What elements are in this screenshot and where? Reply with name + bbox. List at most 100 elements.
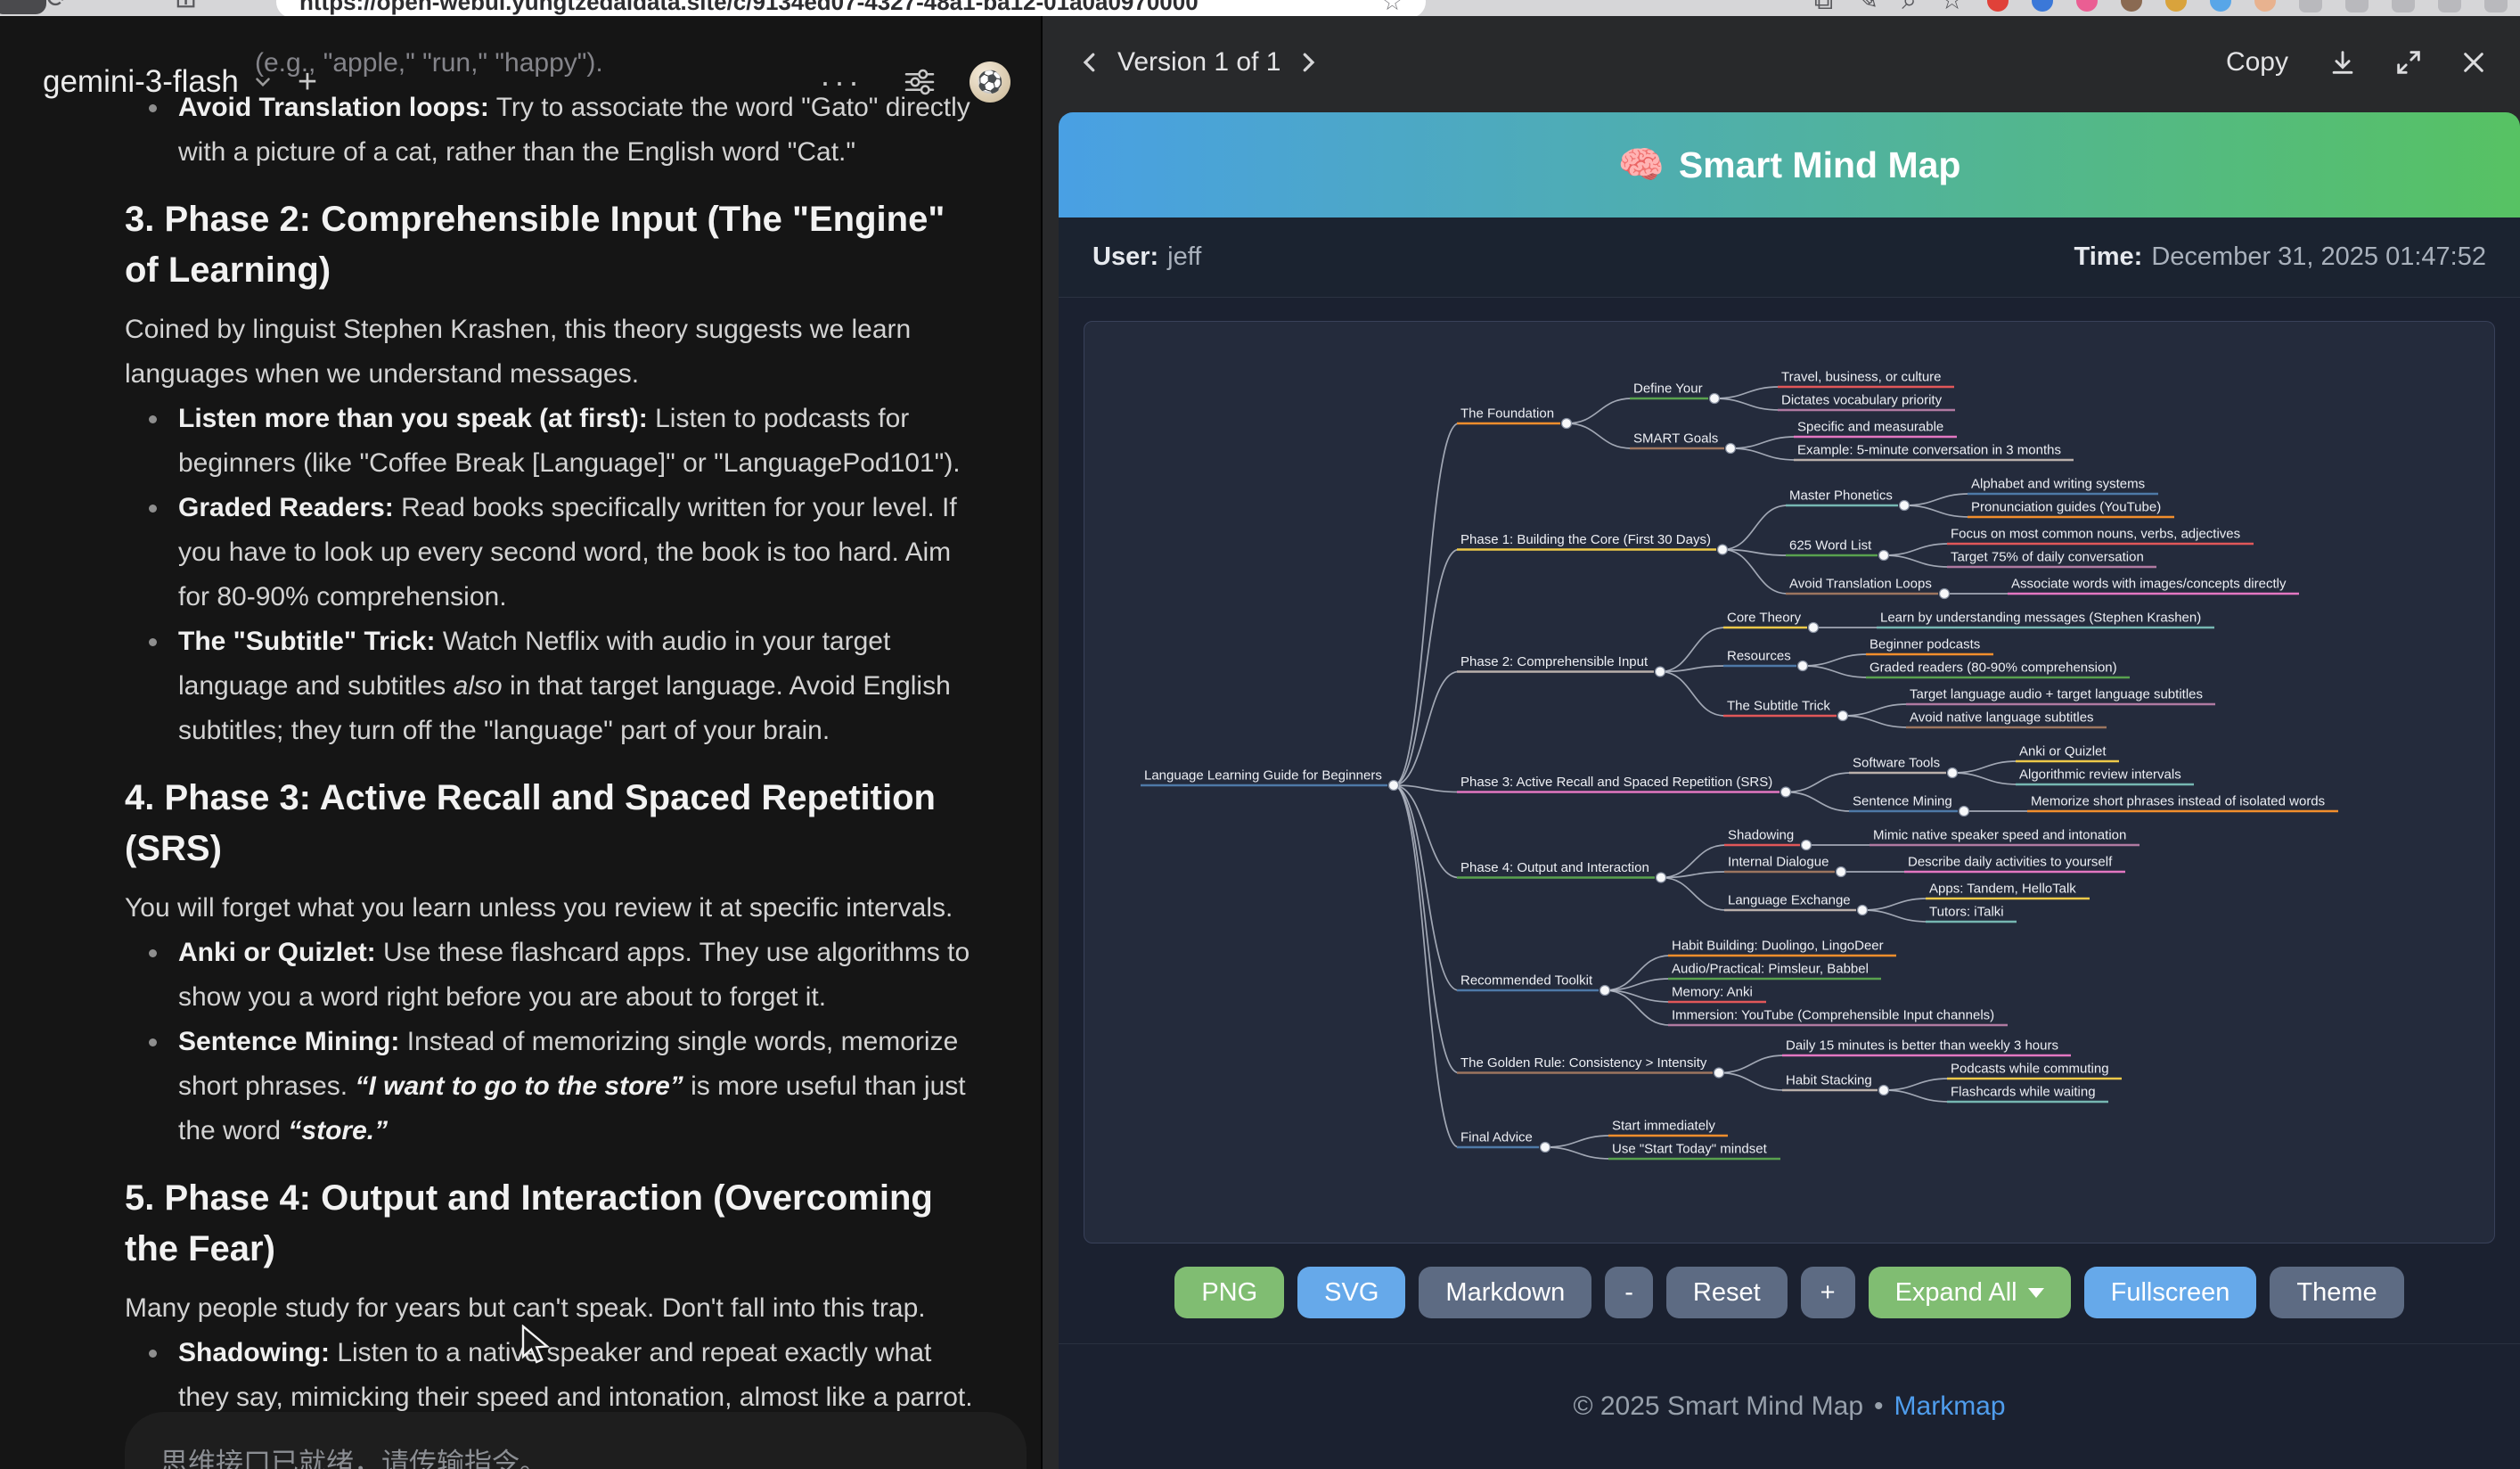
svg-text:The Subtitle Trick: The Subtitle Trick (1727, 699, 1830, 714)
mouse-cursor-icon (521, 1325, 551, 1364)
new-chat-button[interactable]: + (297, 63, 318, 101)
browser-tab[interactable] (0, 0, 46, 14)
svg-text:Dictates vocabulary priority: Dictates vocabulary priority (1781, 393, 1943, 408)
doc-bullet-item: Graded Readers: Read books specifically … (125, 486, 987, 620)
time-value: December 31, 2025 01:47:52 (2151, 242, 2486, 271)
close-icon[interactable] (2459, 48, 2488, 77)
bullet-dot-icon (149, 1350, 157, 1358)
svg-text:Phase 3: Active Recall and Spa: Phase 3: Active Recall and Spaced Repeti… (1460, 775, 1772, 790)
more-options-button[interactable]: ··· (820, 63, 863, 100)
chevron-right-icon[interactable] (1288, 49, 1329, 76)
split-view-icon[interactable]: ⧉ (1813, 0, 1834, 15)
svg-text:The Golden Rule: Consistency >: The Golden Rule: Consistency > Intensity (1460, 1055, 1707, 1071)
theme-button[interactable]: Theme (2270, 1267, 2404, 1318)
svg-text:Tutors: iTalki: Tutors: iTalki (1929, 905, 2004, 920)
svg-text:Internal Dialogue: Internal Dialogue (1728, 855, 1829, 870)
user-info: User: jeff (1092, 242, 1201, 272)
extension-icon[interactable] (2254, 0, 2276, 12)
browser-menu-icon[interactable] (2345, 0, 2369, 12)
time-info: Time: December 31, 2025 01:47:52 (2074, 242, 2486, 272)
svg-text:Resources: Resources (1727, 649, 1791, 664)
doc-bullet-item: Sentence Mining: Instead of memorizing s… (125, 1020, 987, 1153)
mindmap-footer: © 2025 Smart Mind Map • Markmap (1059, 1343, 2520, 1469)
svg-text:Example: 5-minute conversation: Example: 5-minute conversation in 3 mont… (1797, 443, 2061, 458)
svg-button[interactable]: SVG (1297, 1267, 1406, 1318)
extension-icon[interactable] (2165, 0, 2187, 12)
mindmap-canvas[interactable]: Language Learning Guide for Beginners The… (1084, 321, 2495, 1243)
bullet-dot-icon (149, 415, 157, 423)
svg-text:Phase 1: Building the Core (Fi: Phase 1: Building the Core (First 30 Day… (1460, 532, 1711, 547)
browser-menu-icon[interactable] (2484, 0, 2508, 12)
extension-icon[interactable] (2076, 0, 2098, 12)
svg-text:Start immediately: Start immediately (1612, 1119, 1715, 1134)
favorites-icon[interactable]: ☆ (1940, 0, 1964, 15)
tab-grid-icon[interactable]: ⊞ (175, 0, 197, 12)
user-label: User: (1092, 242, 1159, 271)
svg-text:Alphabet and writing systems: Alphabet and writing systems (1971, 477, 2145, 492)
extension-icon[interactable] (2032, 0, 2053, 12)
browser-menu-icon[interactable] (2392, 0, 2415, 12)
controls-sliders-icon[interactable] (902, 64, 937, 100)
svg-text:Beginner podcasts: Beginner podcasts (1870, 637, 1980, 652)
browser-menu-icon[interactable] (2438, 0, 2461, 12)
model-selector[interactable]: gemini-3-flash (43, 64, 239, 99)
fullscreen-expand-icon[interactable] (2393, 47, 2424, 78)
browser-toolbar: ⟳ ⊞ https://open-webui.yungtzedaidata.si… (0, 0, 2520, 16)
address-bar[interactable]: https://open-webui.yungtzedaidata.site/c… (276, 0, 1426, 16)
bullet-dot-icon (149, 949, 157, 957)
doc-paragraph: Many people study for years but can't sp… (125, 1293, 926, 1323)
chevron-left-icon[interactable] (1069, 49, 1110, 76)
doc-paragraph: Coined by linguist Stephen Krashen, this… (125, 315, 912, 389)
bookmark-star-icon[interactable]: ☆ (1381, 0, 1403, 15)
doc-bullet-item: The "Subtitle" Trick: Watch Netflix with… (125, 620, 987, 753)
svg-text:Learn by understanding message: Learn by understanding messages (Stephen… (1880, 611, 2201, 626)
download-icon[interactable] (2328, 47, 2358, 78)
svg-text:Memory: Anki: Memory: Anki (1672, 985, 1753, 1000)
chevron-down-icon[interactable] (251, 70, 274, 94)
extension-icons: ⧉ ✎ ⌕ ☆ (1814, 0, 2508, 14)
fullscreen-button[interactable]: Fullscreen (2083, 1267, 2257, 1318)
reload-icon[interactable]: ⟳ (46, 0, 69, 12)
expand-all-button[interactable]: Expand All (1868, 1267, 2071, 1318)
copy-button[interactable]: Copy (2225, 47, 2288, 77)
mindmap-toolbar: PNG SVG Markdown - Reset + Expand All Fullscree… (1059, 1267, 2520, 1318)
svg-text:Sentence Mining: Sentence Mining (1853, 794, 1952, 809)
svg-text:Core Theory: Core Theory (1727, 611, 1802, 626)
svg-text:Associate words with images/co: Associate words with images/concepts dir… (2011, 577, 2287, 592)
svg-text:Language Learning Guide for Be: Language Learning Guide for Beginners (1144, 768, 1382, 784)
doc-heading: 4. Phase 3: Active Recall and Spaced Rep… (125, 778, 936, 868)
doc-heading: 5. Phase 4: Output and Interaction (Over… (125, 1178, 933, 1268)
svg-text:Target language audio + target: Target language audio + target language … (1910, 687, 2203, 702)
footer-copyright: © 2025 Smart Mind Map (1573, 1391, 1864, 1421)
svg-text:Phase 4: Output and Interactio: Phase 4: Output and Interaction (1460, 860, 1649, 875)
mindmap-svg[interactable]: Language Learning Guide for Beginners The… (1084, 322, 2494, 1243)
mindmap-card-header: 🧠 Smart Mind Map (1059, 112, 2520, 217)
reset-button[interactable]: Reset (1665, 1267, 1788, 1318)
chevron-down-icon (2027, 1287, 2044, 1298)
png-button[interactable]: PNG (1174, 1267, 1285, 1318)
svg-text:Flashcards while waiting: Flashcards while waiting (1951, 1085, 2096, 1100)
chat-panel: (e.g., "apple," "run," "happy"). gemini-… (0, 16, 1043, 1469)
edit-icon[interactable]: ✎ (1856, 0, 1879, 15)
svg-text:Describe daily activities to y: Describe daily activities to yourself (1908, 855, 2113, 870)
zoom-in-button[interactable]: + (1800, 1267, 1855, 1318)
user-avatar[interactable]: ⚽ (970, 62, 1010, 103)
zoom-out-button[interactable]: - (1605, 1267, 1653, 1318)
extension-icon[interactable] (2121, 0, 2142, 12)
extension-icon[interactable] (2210, 0, 2231, 12)
artifact-topbar: Version 1 of 1 Copy (1043, 16, 2520, 109)
svg-text:Software Tools: Software Tools (1853, 756, 1940, 771)
browser-menu-icon[interactable] (2299, 0, 2322, 12)
chat-composer[interactable]: 思维接口已就绪，请传输指令。 (125, 1412, 1027, 1469)
bullet-dot-icon (149, 104, 157, 112)
svg-text:Audio/Practical: Pimsleur, Bab: Audio/Practical: Pimsleur, Babbel (1672, 962, 1869, 977)
markmap-link[interactable]: Markmap (1894, 1391, 2006, 1421)
svg-text:Habit Building: Duolingo, Ling: Habit Building: Duolingo, LingoDeer (1672, 939, 1884, 954)
search-icon[interactable]: ⌕ (1902, 0, 1918, 15)
bullet-dot-icon (149, 505, 157, 513)
markdown-button[interactable]: Markdown (1419, 1267, 1592, 1318)
svg-text:Avoid Translation Loops: Avoid Translation Loops (1789, 577, 1932, 592)
artifact-panel: Version 1 of 1 Copy 🧠 (1043, 16, 2520, 1469)
extension-icon[interactable] (1987, 0, 2009, 12)
